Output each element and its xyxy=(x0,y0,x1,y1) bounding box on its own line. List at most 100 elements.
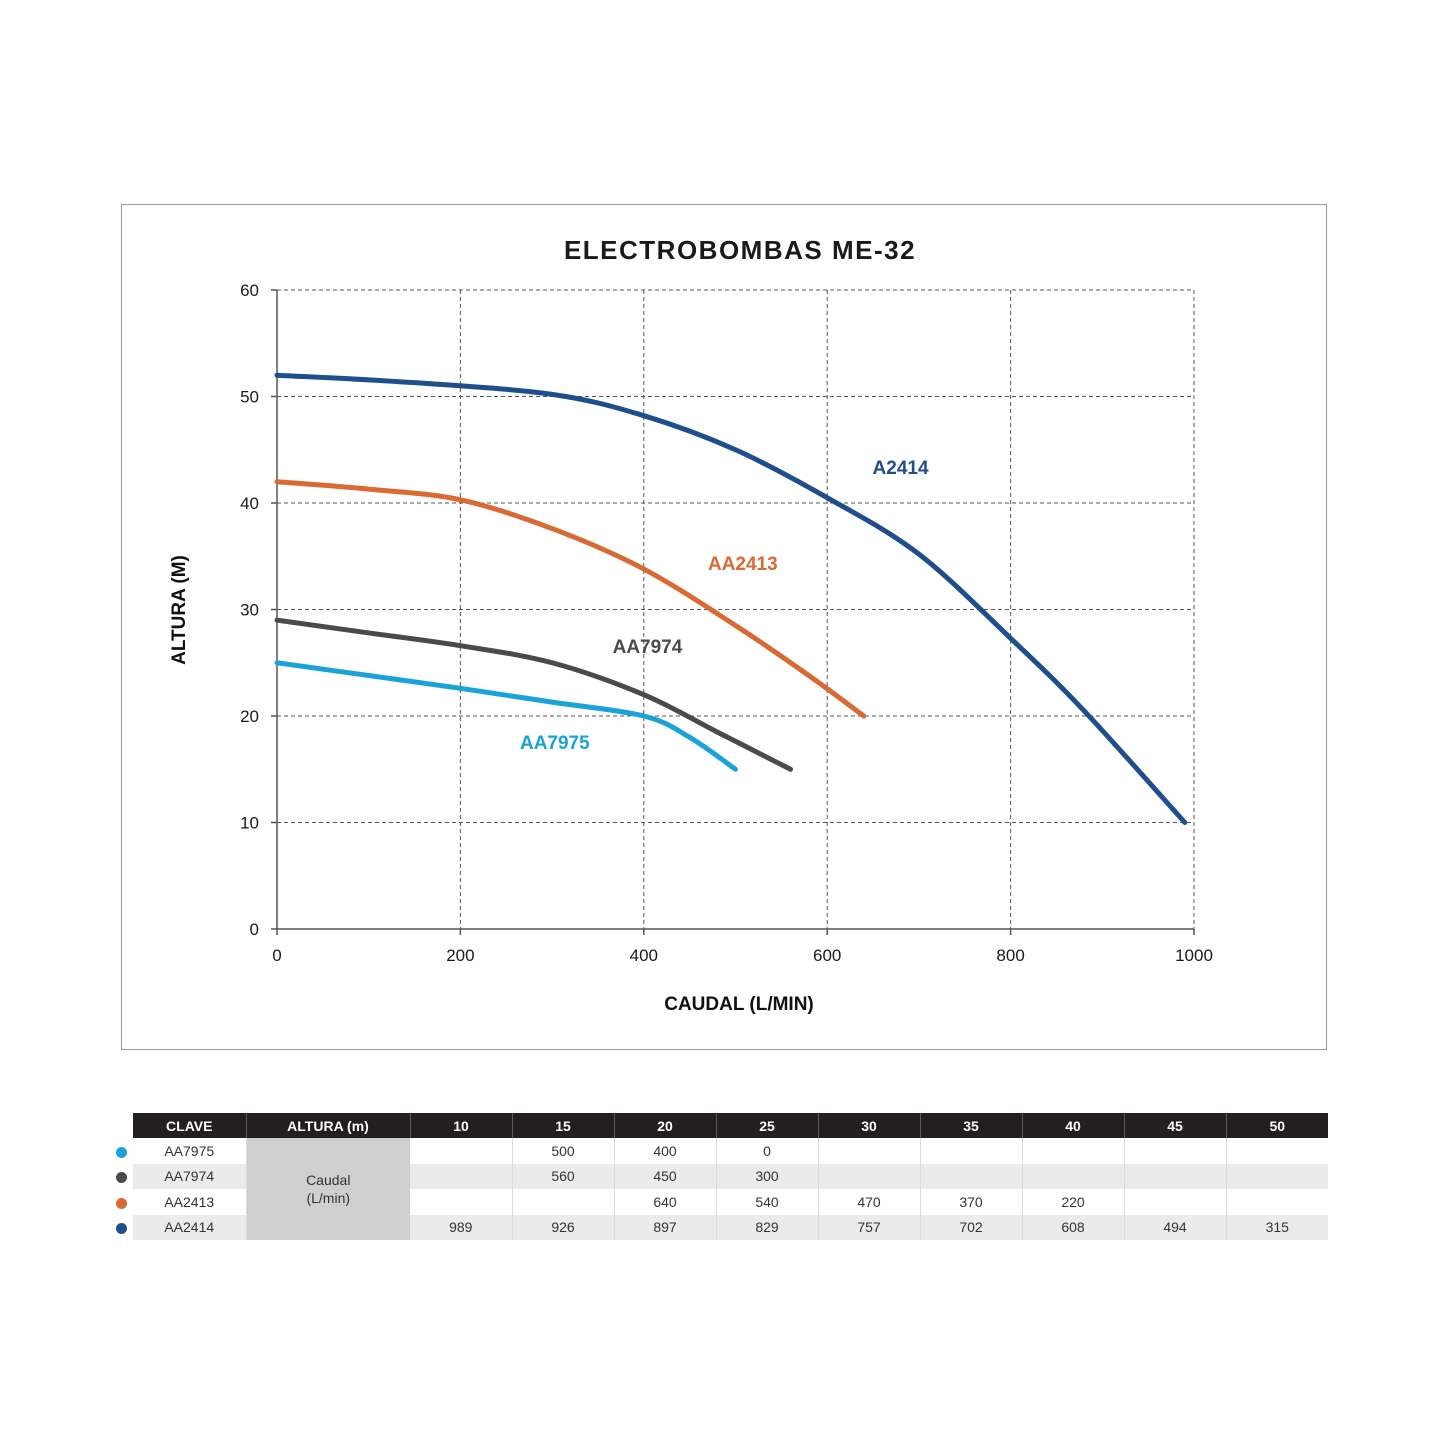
series-label-a2414: A2414 xyxy=(873,458,929,479)
header-height-10: 10 xyxy=(410,1113,513,1138)
flow-value-cell: 540 xyxy=(716,1189,819,1215)
series-line-aa7974 xyxy=(274,617,794,772)
flow-value-cell xyxy=(410,1138,513,1164)
flow-value-cell: 897 xyxy=(614,1214,717,1240)
flow-value-cell: 608 xyxy=(1022,1214,1125,1240)
chart-frame: ELECTROBOMBAS ME-32 0 10 20 30 40 50 60 0 200 400… xyxy=(121,204,1327,1050)
header-height-15: 15 xyxy=(512,1113,615,1138)
y-tick-label: 20 xyxy=(240,707,259,726)
y-tick-label: 10 xyxy=(240,814,259,833)
header-height-40: 40 xyxy=(1022,1113,1125,1138)
flow-value-cell: 560 xyxy=(512,1163,615,1189)
series-color-dot xyxy=(110,1163,133,1189)
header-altura: ALTURA (m) xyxy=(246,1113,411,1138)
y-tick-label: 0 xyxy=(250,920,259,939)
flow-value-cell: 500 xyxy=(512,1138,615,1164)
flow-value-cell xyxy=(1226,1189,1328,1215)
flow-value-cell: 220 xyxy=(1022,1189,1125,1215)
flow-value-cell xyxy=(1124,1138,1227,1164)
header-height-25: 25 xyxy=(716,1113,819,1138)
y-tick-label: 30 xyxy=(240,601,259,620)
flow-value-cell: 640 xyxy=(614,1189,717,1215)
flow-value-cell xyxy=(1124,1189,1227,1215)
header-height-35: 35 xyxy=(920,1113,1023,1138)
series-label-aa7974: AA7974 xyxy=(613,637,683,658)
flow-value-cell: 702 xyxy=(920,1214,1023,1240)
header-height-50: 50 xyxy=(1226,1113,1328,1138)
y-tick-label: 50 xyxy=(240,388,259,407)
color-dot-icon xyxy=(116,1146,127,1158)
table-header-row: CLAVE ALTURA (m) 10 15 20 25 30 35 40 45… xyxy=(110,1113,1328,1138)
series-line-aa7975 xyxy=(274,660,738,772)
clave-cell: AA2414 xyxy=(133,1214,247,1240)
header-clave: CLAVE xyxy=(133,1113,247,1138)
color-dot-icon xyxy=(116,1223,127,1235)
table-row: AA7974 560 450 300 xyxy=(110,1163,1328,1189)
flow-value-cell xyxy=(920,1163,1023,1189)
x-tick-label: 200 xyxy=(446,946,474,965)
flow-value-cell: 315 xyxy=(1226,1214,1328,1240)
flow-value-cell xyxy=(410,1163,513,1189)
y-tick-label: 60 xyxy=(240,281,259,300)
flow-value-cell: 0 xyxy=(716,1138,819,1164)
caudal-label: Caudal xyxy=(306,1172,351,1188)
table-row: AA2413 640 540 470 370 220 xyxy=(110,1189,1328,1215)
series-color-dot xyxy=(110,1214,133,1240)
header-height-20: 20 xyxy=(614,1113,717,1138)
series-color-dot xyxy=(110,1189,133,1215)
performance-table: CLAVE ALTURA (m) 10 15 20 25 30 35 40 45… xyxy=(110,1113,1328,1240)
flow-value-cell: 450 xyxy=(614,1163,717,1189)
header-height-30: 30 xyxy=(818,1113,921,1138)
series-labels: A2414 AA2413 AA7974 AA7975 xyxy=(520,458,929,754)
table-row: AA2414 989 926 897 829 757 702 608 494 315 xyxy=(110,1214,1328,1240)
x-tick-label: 0 xyxy=(272,946,281,965)
series-color-dot xyxy=(110,1138,133,1164)
header-spacer xyxy=(110,1113,133,1138)
flow-value-cell: 494 xyxy=(1124,1214,1227,1240)
table-row: AA7975 Caudal (L/min) 500 400 0 xyxy=(110,1138,1328,1240)
series-line-aa2413 xyxy=(274,479,867,719)
y-axis-label: ALTURA (M) xyxy=(169,555,190,665)
y-tick-label: 40 xyxy=(240,494,259,513)
color-dot-icon xyxy=(116,1172,127,1184)
clave-cell: AA7975 xyxy=(133,1138,247,1164)
flow-value-cell: 470 xyxy=(818,1189,921,1215)
flow-value-cell: 400 xyxy=(614,1138,717,1164)
series-label-aa2413: AA2413 xyxy=(708,554,778,575)
x-tick-label: 600 xyxy=(813,946,841,965)
flow-value-cell: 926 xyxy=(512,1214,615,1240)
clave-cell: AA2413 xyxy=(133,1189,247,1215)
flow-value-cell xyxy=(1022,1138,1125,1164)
x-tick-label: 1000 xyxy=(1175,946,1213,965)
color-dot-icon xyxy=(116,1197,127,1209)
flow-value-cell xyxy=(410,1189,513,1215)
flow-value-cell xyxy=(1022,1163,1125,1189)
flow-value-cell xyxy=(1124,1163,1227,1189)
flow-value-cell xyxy=(920,1138,1023,1164)
flow-value-cell: 300 xyxy=(716,1163,819,1189)
flow-value-cell: 757 xyxy=(818,1214,921,1240)
flow-value-cell xyxy=(818,1138,921,1164)
header-height-45: 45 xyxy=(1124,1113,1227,1138)
flow-value-cell: 829 xyxy=(716,1214,819,1240)
series-lines xyxy=(274,372,1188,825)
flow-value-cell: 370 xyxy=(920,1189,1023,1215)
grid xyxy=(277,289,1195,929)
series-label-aa7975: AA7975 xyxy=(520,733,590,754)
flow-value-cell xyxy=(512,1189,615,1215)
series-line-a2414 xyxy=(274,372,1188,825)
flow-value-cell xyxy=(1226,1138,1328,1164)
x-axis-label: CAUDAL (L/MIN) xyxy=(664,994,814,1015)
axes xyxy=(271,289,1195,935)
chart-title: ELECTROBOMBAS ME-32 xyxy=(564,235,916,265)
flow-value-cell xyxy=(1226,1163,1328,1189)
flow-value-cell: 989 xyxy=(410,1214,513,1240)
caudal-unit-label: (L/min) xyxy=(306,1190,351,1206)
x-tick-label: 800 xyxy=(996,946,1024,965)
flow-value-cell xyxy=(818,1163,921,1189)
clave-cell: AA7974 xyxy=(133,1163,247,1189)
caudal-unit-cell: Caudal (L/min) xyxy=(246,1138,410,1240)
x-tick-label: 400 xyxy=(630,946,658,965)
